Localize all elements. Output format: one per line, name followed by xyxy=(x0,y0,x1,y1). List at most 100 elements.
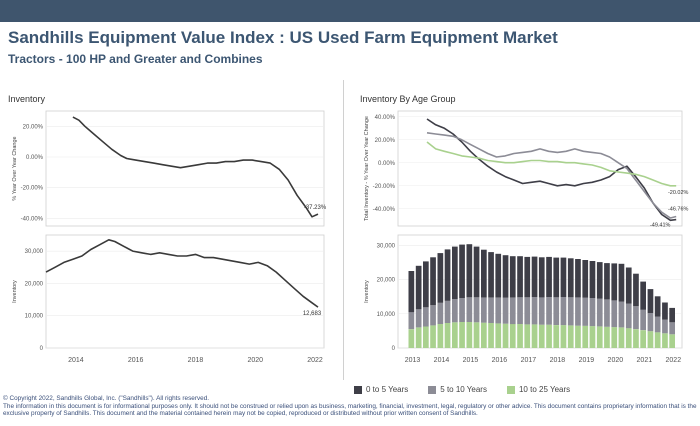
age-units-bar-segment xyxy=(415,327,422,348)
age-units-bar-segment xyxy=(604,263,610,300)
age-units-bar-segment xyxy=(567,297,574,326)
age-units-bar-segment xyxy=(633,273,639,307)
age-units-bar-segment xyxy=(459,322,465,348)
age-units-y-axis-label: Inventory xyxy=(364,280,370,303)
age-yoy-data-label-10-25: -20.02% xyxy=(668,190,689,196)
age-units-bar-segment xyxy=(662,319,668,334)
age-units-bar-segment xyxy=(560,297,567,326)
legend-label-5-10: 5 to 10 Years xyxy=(440,385,487,394)
age-units-bar-segment xyxy=(611,327,618,348)
inventory-yoy-y-axis-label: % Year Over Year Change xyxy=(12,136,18,200)
age-units-bar-segment xyxy=(437,324,444,348)
age-units-bar-segment xyxy=(473,246,480,298)
age-yoy-y-axis-label: Total Inventory - % Year Over Year Chang… xyxy=(364,116,370,221)
age-units-bar-segment xyxy=(415,309,422,328)
age-units-bar-segment xyxy=(625,303,632,329)
inventory-yoy-ytick-label: -40.00% xyxy=(21,216,44,222)
age-units-bar-segment xyxy=(423,326,429,348)
page-title: Sandhills Equipment Value Index : US Use… xyxy=(8,28,558,47)
age-units-bar-segment xyxy=(625,267,632,304)
age-units-bar-segment xyxy=(582,260,589,298)
age-units-bar-segment xyxy=(538,297,545,325)
age-units-bar-segment xyxy=(618,263,625,302)
age-units-bar-segment xyxy=(452,322,458,348)
age-units-bar-segment xyxy=(538,324,545,348)
age-units-bar-segment xyxy=(531,297,538,325)
age-units-bar-segment xyxy=(640,309,646,331)
age-units-bar-segment xyxy=(567,258,574,298)
inventory-units-y-axis-label: Inventory xyxy=(12,280,18,303)
age-units-bar-segment xyxy=(531,324,538,348)
age-units-xtick-label: 2020 xyxy=(608,357,624,364)
age-units-bar-segment xyxy=(423,261,429,308)
age-units-bar-segment xyxy=(495,323,502,348)
age-units-bar-segment xyxy=(466,297,473,322)
age-units-bar-segment xyxy=(459,244,465,298)
age-units-bar-segment xyxy=(444,323,451,348)
age-units-bar-segment xyxy=(662,302,668,320)
age-units-bar-segment xyxy=(589,261,596,298)
age-units-bar-segment xyxy=(408,329,415,348)
age-units-bar-segment xyxy=(553,325,560,348)
age-units-bar-segment xyxy=(444,249,451,301)
inventory-units-ytick-label: 10,000 xyxy=(25,314,44,320)
header-bar xyxy=(0,0,700,22)
legend-label-10-25: 10 to 25 Years xyxy=(518,385,571,394)
age-units-bar-segment xyxy=(647,331,654,348)
age-units-xtick-label: 2014 xyxy=(434,357,450,364)
footer: © Copyright 2022, Sandhills Global, Inc.… xyxy=(3,395,697,418)
inventory-units-xtick-label: 2022 xyxy=(307,357,323,364)
age-units-xtick-label: 2017 xyxy=(521,357,537,364)
age-units-xtick-label: 2018 xyxy=(550,357,566,364)
right-panel-title: Inventory By Age Group xyxy=(360,94,456,104)
age-units-xtick-label: 2019 xyxy=(579,357,595,364)
age-units-bar-segment xyxy=(502,323,509,348)
age-units-xtick-label: 2021 xyxy=(637,357,653,364)
age-units-bar-segment xyxy=(481,322,487,348)
inventory-units-xtick-label: 2016 xyxy=(128,357,144,364)
age-units-bar-segment xyxy=(466,322,473,348)
age-units-xtick-label: 2022 xyxy=(666,357,682,364)
inventory-units-xtick-label: 2020 xyxy=(247,357,263,364)
age-units-bar-segment xyxy=(488,297,494,323)
age-units-bar-segment xyxy=(423,307,429,327)
age-units-bar-segment xyxy=(495,297,502,324)
age-units-bar-segment xyxy=(575,259,581,298)
age-units-bar-segment xyxy=(589,298,596,327)
age-units-bar-segment xyxy=(452,299,458,323)
inventory-yoy-series-line-0 xyxy=(72,116,319,218)
age-units-bar-segment xyxy=(633,306,639,330)
age-yoy-ytick-label: 40.00% xyxy=(375,115,396,121)
age-units-bar-segment xyxy=(560,257,567,297)
age-units-bar-segment xyxy=(575,297,581,326)
age-units-ytick-label: 0 xyxy=(392,346,396,352)
age-units-bar-segment xyxy=(553,257,560,298)
age-units-bar-segment xyxy=(546,256,552,297)
age-units-bar-segment xyxy=(524,324,531,348)
age-units-bar-segment xyxy=(604,299,610,327)
age-units-xtick-label: 2013 xyxy=(405,357,421,364)
age-units-bar-segment xyxy=(618,327,625,348)
age-units-ytick-label: 10,000 xyxy=(377,312,396,318)
age-units-bar-segment xyxy=(531,256,538,297)
age-units-bar-segment xyxy=(546,297,552,325)
age-units-bar-segment xyxy=(611,300,618,328)
legend-item-10-25: 10 to 25 Years xyxy=(506,385,571,394)
age-yoy-ytick-label: 0.00% xyxy=(378,161,396,167)
age-units-bar-segment xyxy=(415,265,422,310)
inventory-units-chart: 30,000 20,000 10,000 0 Inventory 2014 2016 2018… xyxy=(12,234,325,364)
inventory-yoy-ytick-label: 0.00% xyxy=(26,155,44,161)
age-units-bar-segment xyxy=(625,328,632,348)
age-units-bar-segment xyxy=(437,253,444,303)
inventory-units-ytick-label: 0 xyxy=(40,346,44,352)
age-yoy-ytick-label: -20.00% xyxy=(373,184,396,190)
age-units-bar-segment xyxy=(481,249,487,298)
age-units-bar-segment xyxy=(517,256,523,298)
age-units-bar-segment xyxy=(546,324,552,348)
age-units-bar-segment xyxy=(502,297,509,324)
age-units-bar-segment xyxy=(589,326,596,348)
age-units-bar-segment xyxy=(647,313,654,332)
panel-divider xyxy=(343,80,344,380)
age-yoy-data-label-5-10: -46.76% xyxy=(668,207,689,213)
inventory-yoy-ytick-label: -20.00% xyxy=(21,186,44,192)
